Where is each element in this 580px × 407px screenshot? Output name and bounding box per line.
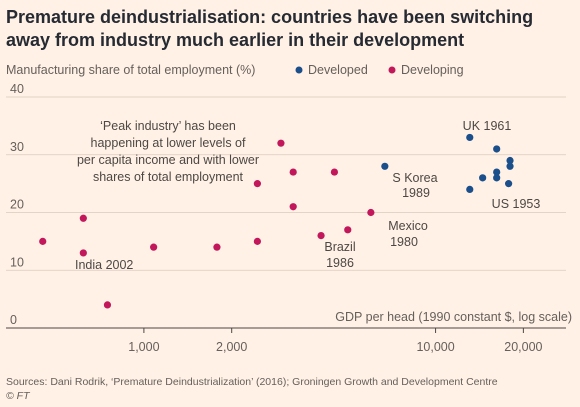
point-developing (213, 243, 221, 251)
annotation-mexico-1: Mexico (388, 219, 428, 233)
point-developed (506, 156, 514, 165)
annotation-india: India 2002 (75, 258, 133, 272)
point-developing (317, 232, 325, 240)
point-developing (330, 168, 339, 176)
y-axis-label: Manufacturing share of total employment … (6, 63, 255, 77)
annotation-us: US 1953 (492, 197, 541, 211)
annotation-brazil-2: 1986 (326, 256, 354, 270)
x-tick-label: 2,000 (216, 340, 247, 354)
annotation-peak-3: per capita income and with lower (77, 153, 259, 167)
ft-credit: © FT (6, 390, 30, 402)
x-tick-label: 1,000 (128, 340, 159, 354)
point-developing (253, 180, 262, 188)
point-developing (79, 214, 87, 222)
x-tick-label: 10,000 (416, 340, 454, 354)
point-developing (79, 249, 87, 257)
point-developing (150, 243, 158, 251)
y-tick-label: 0 (10, 313, 17, 327)
point-developed (466, 133, 474, 142)
point-developed (479, 174, 487, 182)
point-developed (493, 168, 501, 176)
annotation-brazil-1: Brazil (324, 240, 355, 254)
point-developing (344, 226, 352, 234)
point-developed (493, 174, 501, 182)
point-developed (466, 185, 474, 193)
point-developing (367, 208, 375, 217)
legend: Developed Developing (295, 63, 464, 77)
annotation-skorea-2: 1989 (402, 186, 430, 200)
y-tick-label: 30 (10, 140, 24, 154)
point-developing (253, 237, 262, 245)
legend-label-developed: Developed (308, 63, 368, 77)
point-developing (277, 139, 285, 147)
y-tick-label: 10 (10, 255, 24, 269)
y-tick-label: 20 (10, 198, 24, 212)
x-axis-label: GDP per head (1990 constant $, log scale… (335, 310, 572, 324)
point-developing (289, 168, 297, 176)
annotation-skorea-1: S Korea (392, 171, 437, 185)
legend-label-developing: Developing (401, 63, 464, 77)
annotations: India 2002 Brazil 1986 Mexico 1980 S Korea198… (75, 119, 540, 272)
point-developed (493, 145, 501, 153)
annotation-mexico-2: 1980 (390, 235, 418, 249)
legend-marker-developing (388, 66, 396, 74)
point-developing (289, 203, 297, 211)
axes: Manufacturing share of total employment … (6, 63, 572, 324)
point-developing (39, 237, 47, 245)
y-tick-label: 40 (10, 82, 24, 96)
point-developing (103, 301, 112, 309)
annotation-uk: UK 1961 (463, 119, 512, 133)
annotation-peak-2: happening at lower levels of (91, 136, 246, 150)
data-points (39, 133, 514, 309)
point-developed (505, 180, 513, 188)
legend-marker-developed (295, 66, 303, 74)
annotation-peak-4: shares of total employment (93, 170, 244, 184)
annotation-peak-1: ‘Peak industry’ has been (100, 119, 236, 133)
source-note: Sources: Dani Rodrik, ‘Premature Deindus… (6, 376, 498, 388)
x-tick-label: 20,000 (504, 340, 542, 354)
chart-title: Premature deindustrialisation: countries… (6, 7, 534, 50)
gridlines: 0 10 20 30 40 1,000 2,000 10,000 20,000 (6, 82, 566, 354)
point-developed (506, 162, 514, 170)
point-developed (381, 162, 389, 170)
